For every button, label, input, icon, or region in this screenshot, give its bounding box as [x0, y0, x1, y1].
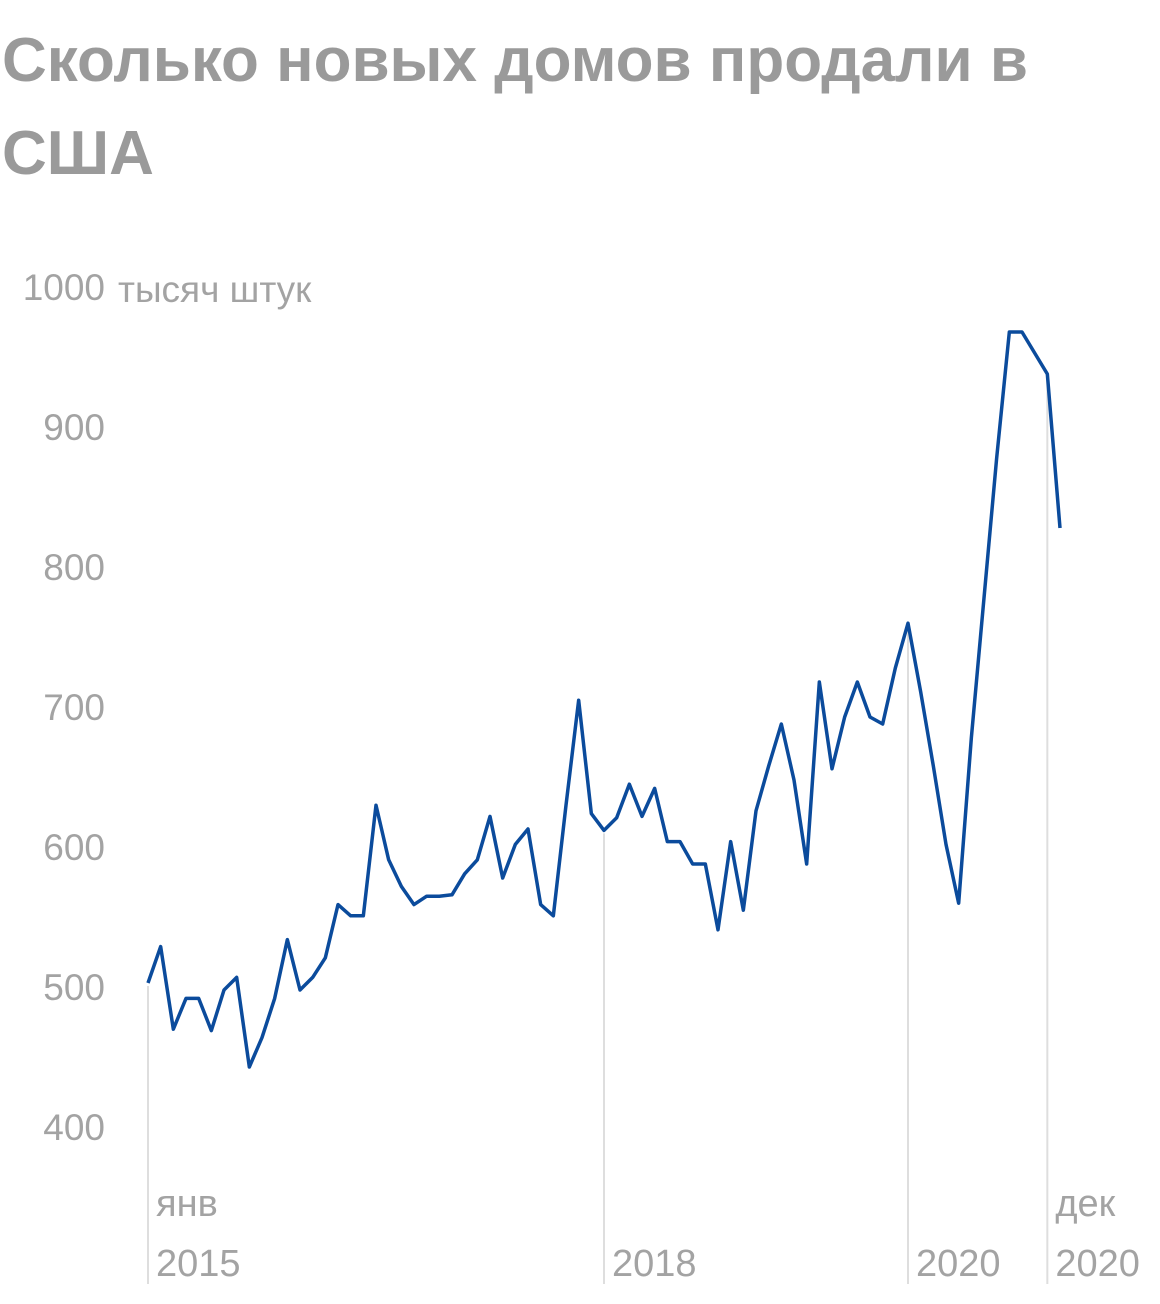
x-tick-label: 2018 — [612, 1243, 697, 1285]
chart-title: Сколько новых домов продали в США — [2, 26, 1028, 188]
x-tick-label: 2020 — [916, 1243, 1001, 1285]
y-tick-label: 700 — [43, 687, 105, 728]
y-unit: тысяч штук — [118, 269, 312, 310]
x-tick-label: янв 2015 — [156, 1183, 241, 1285]
y-tick-label: 400 — [43, 1107, 105, 1148]
x-tick-label: дек 2020 — [1055, 1183, 1140, 1285]
y-tick-label: 600 — [43, 827, 105, 868]
line — [146, 330, 1062, 1069]
y-tick-label: 1000 — [23, 267, 105, 308]
y-tick-label: 500 — [43, 967, 105, 1008]
y-tick-label: 800 — [43, 547, 105, 588]
y-tick-label: 900 — [43, 407, 105, 448]
